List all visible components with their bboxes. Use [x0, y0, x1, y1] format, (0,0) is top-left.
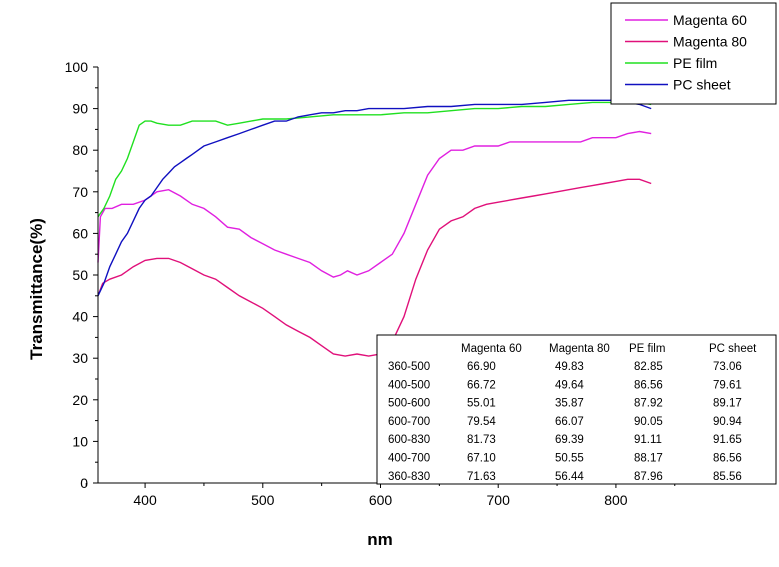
table-cell: 360-500: [388, 361, 430, 373]
y-tick-label: 10: [72, 433, 88, 449]
y-tick-label: 20: [72, 392, 88, 408]
table-cell: 50.55: [555, 453, 584, 465]
y-axis-title: Transmittance(%): [27, 218, 46, 360]
series-line-3: [97, 101, 652, 218]
table-cell: 66.07: [555, 416, 584, 428]
table-cell: 69.39: [555, 434, 584, 446]
y-tick-label: 0: [80, 475, 88, 491]
y-tick-label: 40: [72, 309, 88, 325]
table-cell: 87.92: [634, 398, 663, 410]
data-table: Magenta 60 Magenta 80 PE film PC sheet 360-5…: [376, 334, 777, 485]
table-cell: 49.64: [555, 379, 584, 391]
table-cell: 400-700: [388, 453, 430, 465]
table-cell: 67.10: [467, 453, 496, 465]
table-header-cell: PC sheet: [709, 343, 757, 355]
x-tick-label: 600: [369, 492, 393, 508]
y-tick-label: 60: [72, 225, 88, 241]
table-cell: 49.83: [555, 361, 584, 373]
table-cell: 86.56: [713, 453, 742, 465]
y-tick-label: 100: [65, 59, 89, 75]
table-cell: 90.94: [713, 416, 742, 428]
legend-label: Magenta 60: [673, 12, 747, 28]
table-cell: 35.87: [555, 398, 584, 410]
y-tick-label: 80: [72, 142, 88, 158]
x-tick-label: 400: [133, 492, 157, 508]
series-line-1: [97, 130, 652, 278]
table-header-cell: Magenta 60: [461, 343, 522, 355]
table-frame: [376, 334, 777, 485]
table-cell: 91.11: [634, 434, 662, 446]
table-cell: 81.73: [467, 434, 496, 446]
table-cell: 79.61: [713, 379, 742, 391]
x-tick-label: 700: [487, 492, 511, 508]
y-tick-label: 90: [72, 101, 88, 117]
table-cell: 360-830: [388, 471, 430, 483]
x-axis-title: nm: [367, 530, 393, 549]
table-cell: 73.06: [713, 361, 742, 373]
legend-label: Magenta 80: [673, 34, 747, 50]
table-cell: 87.96: [634, 471, 663, 483]
table-cell: 79.54: [467, 416, 496, 428]
table-cell: 400-500: [388, 379, 430, 391]
table-cell: 88.17: [634, 453, 663, 465]
legend-label: PC sheet: [673, 77, 731, 93]
legend-label: PE film: [673, 55, 717, 71]
table-cell: 55.01: [467, 398, 496, 410]
legend: Magenta 60 Magenta 80 PE film PC sheet: [610, 2, 777, 105]
table-cell: 600-700: [388, 416, 430, 428]
x-tick-label: 800: [604, 492, 628, 508]
table-cell: 500-600: [388, 398, 430, 410]
table-cell: 600-830: [388, 434, 430, 446]
table-cell: 82.85: [634, 361, 663, 373]
table-cell: 71.63: [467, 471, 496, 483]
y-tick-label: 70: [72, 184, 88, 200]
table-cell: 89.17: [713, 398, 742, 410]
table-cell: 85.56: [713, 471, 742, 483]
y-tick-label: 50: [72, 267, 88, 283]
table-cell: 66.72: [467, 379, 496, 391]
table-cell: 91.65: [713, 434, 742, 446]
table-header-cell: Magenta 80: [549, 343, 610, 355]
table-header-cell: PE film: [629, 343, 665, 355]
series-line-2: [97, 178, 652, 357]
table-cell: 86.56: [634, 379, 663, 391]
table-cell: 66.90: [467, 361, 496, 373]
table-cell: 56.44: [555, 471, 584, 483]
series-line-4: [97, 99, 652, 297]
table-cell: 90.05: [634, 416, 663, 428]
x-tick-label: 500: [251, 492, 275, 508]
y-tick-label: 30: [72, 350, 88, 366]
